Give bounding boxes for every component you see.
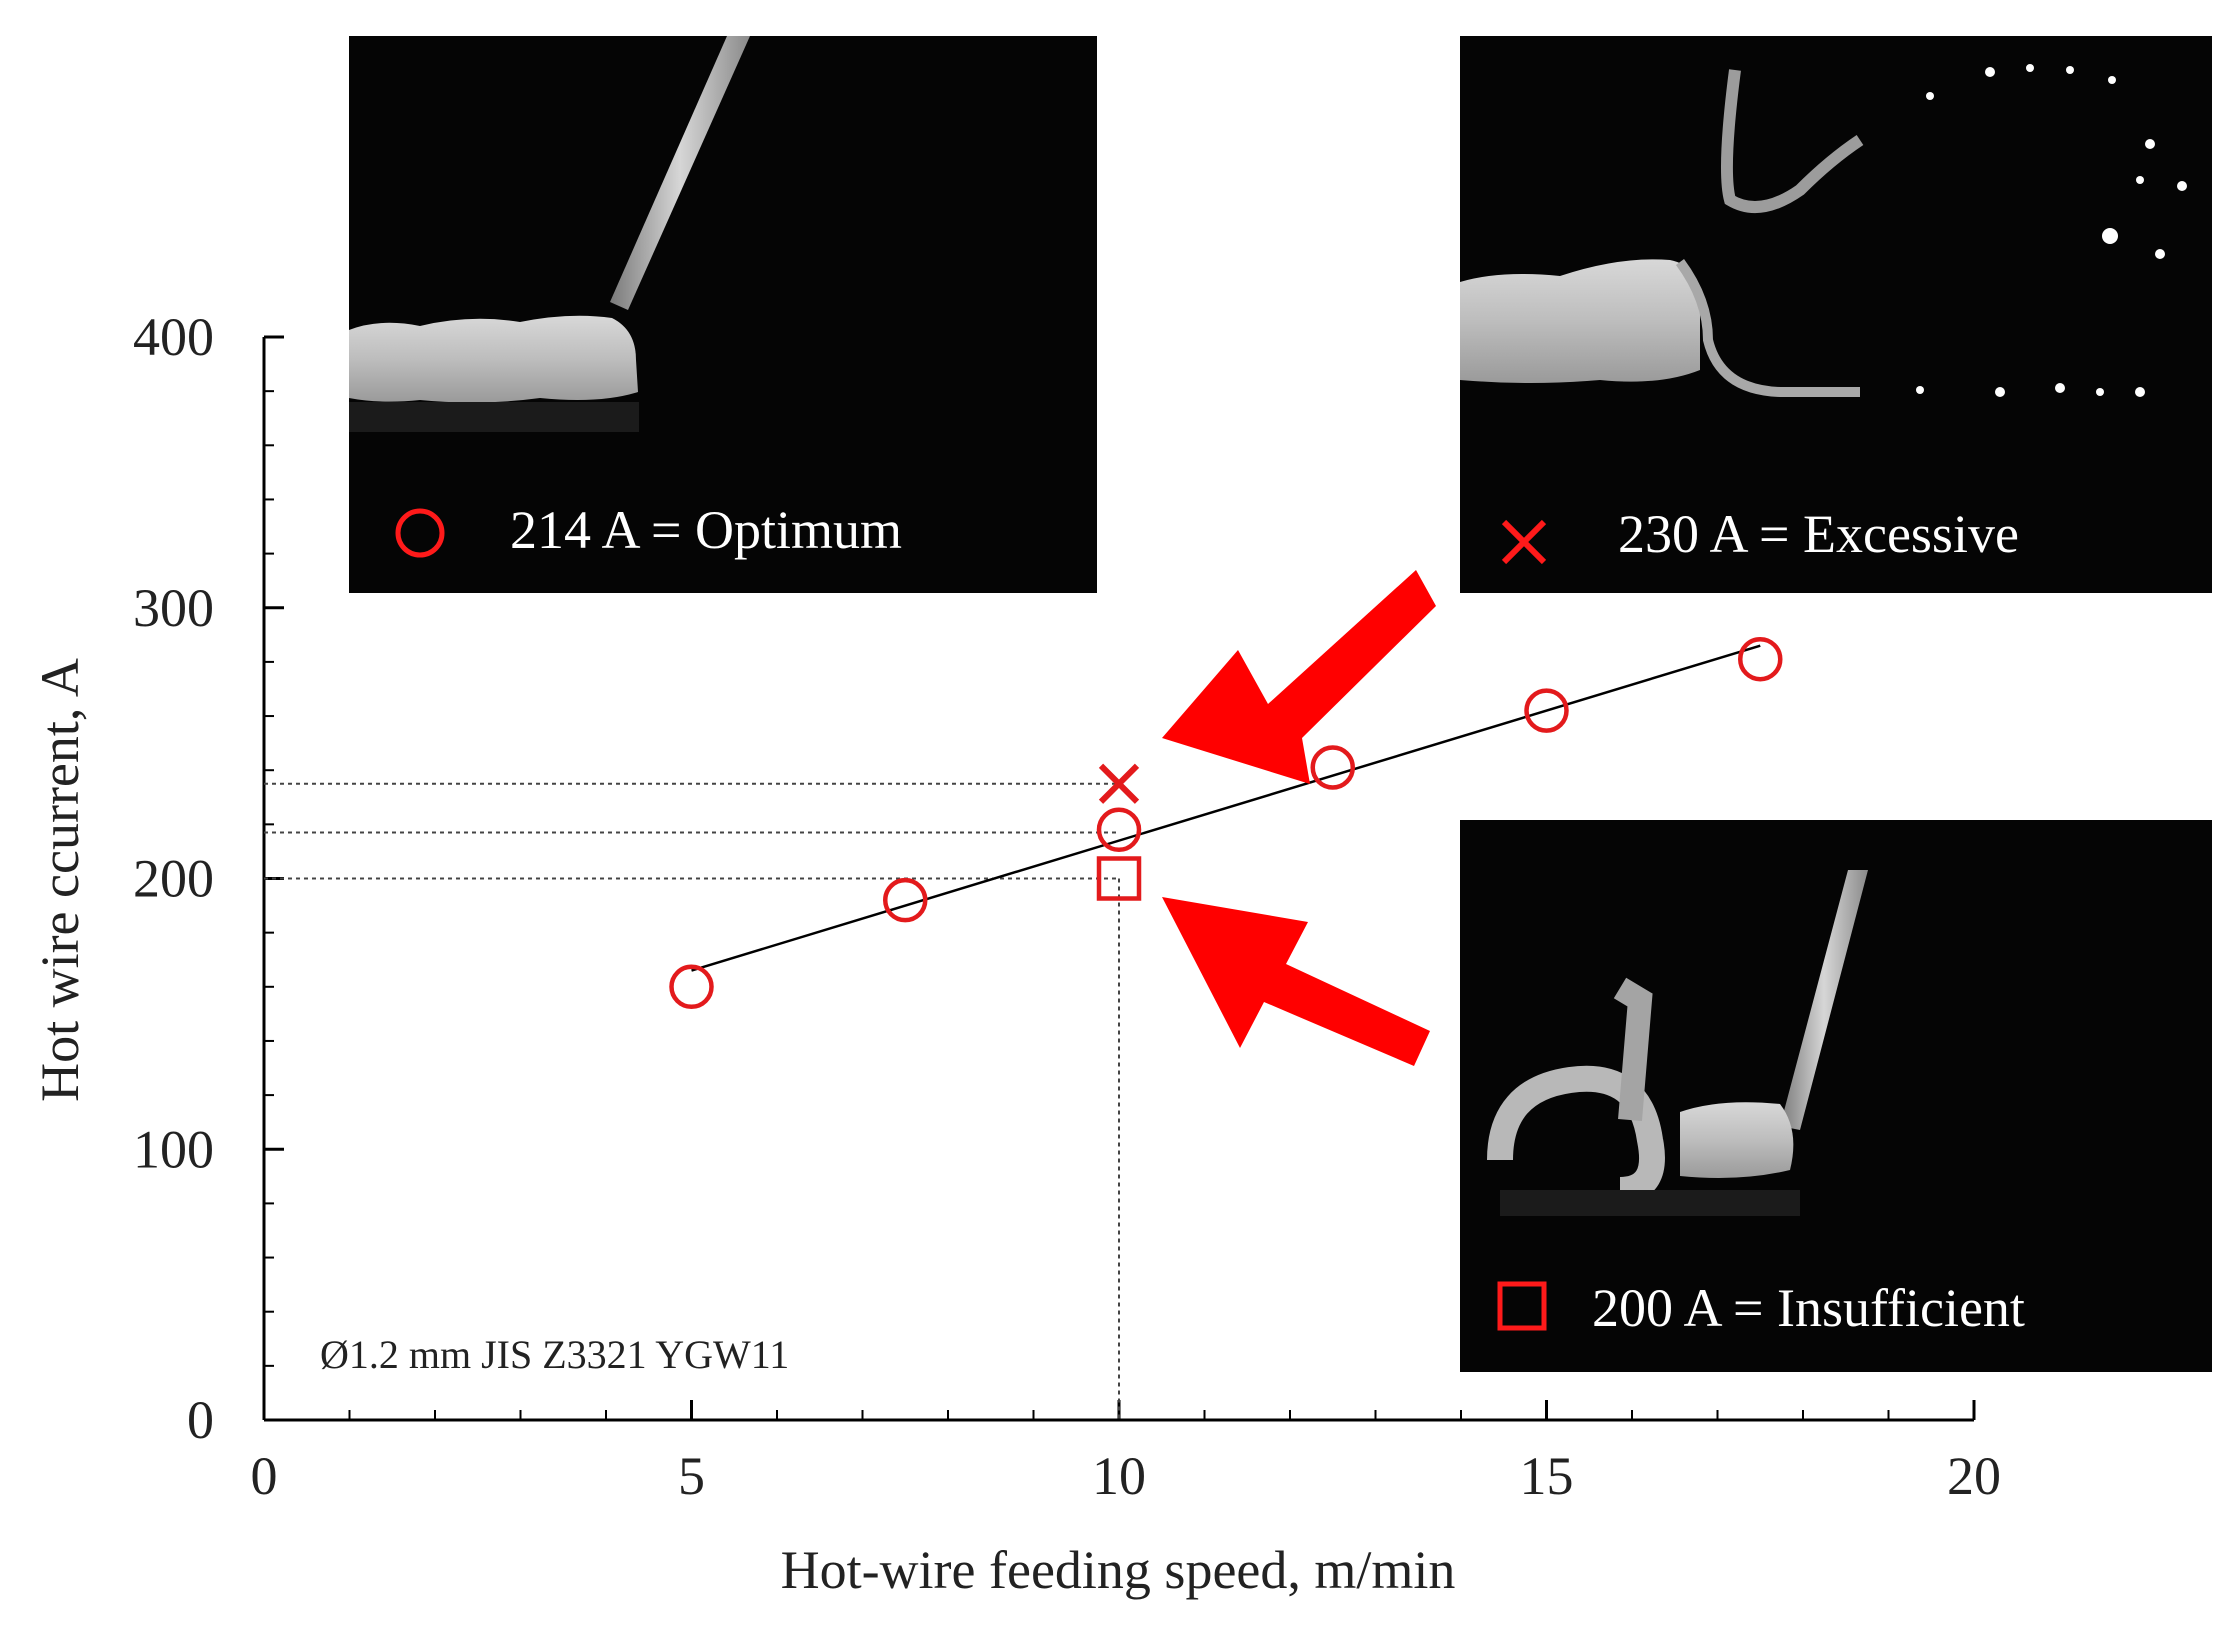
optimum-legend-circle bbox=[395, 508, 445, 558]
excessive-legend-cross bbox=[1501, 519, 1547, 565]
inset-insufficient: 200 A = Insufficient bbox=[1460, 820, 2212, 1372]
plate-shadow bbox=[349, 402, 639, 432]
weld-bead-image bbox=[1460, 259, 1700, 383]
data-point-circle bbox=[1524, 688, 1569, 733]
y-tick-label: 300 bbox=[133, 578, 214, 638]
data-point-circle bbox=[883, 877, 928, 923]
x-tick-label: 10 bbox=[1092, 1446, 1146, 1506]
insufficient-label: 200 A = Insufficient bbox=[1592, 1278, 2025, 1338]
data-point-circle bbox=[1096, 807, 1142, 853]
tangled-wire-image bbox=[1487, 1065, 1665, 1203]
y-ticks: 0 100 200 300 400 bbox=[133, 307, 284, 1450]
optimum-label: 214 A = Optimum bbox=[510, 500, 902, 560]
plate-shadow bbox=[1500, 1190, 1800, 1216]
data-point-circle bbox=[1310, 745, 1355, 790]
x-tick-label: 5 bbox=[678, 1446, 705, 1506]
y-tick-label: 0 bbox=[187, 1390, 214, 1450]
x-tick-label: 15 bbox=[1520, 1446, 1574, 1506]
inset-optimum: 214 A = Optimum bbox=[349, 36, 1097, 593]
y-tick-label: 100 bbox=[133, 1119, 214, 1179]
x-axis-title: Hot-wire feeding speed, m/min bbox=[781, 1540, 1456, 1600]
x-tick-label: 0 bbox=[251, 1446, 278, 1506]
y-tick-label: 400 bbox=[133, 307, 214, 367]
data-point-circle bbox=[669, 964, 714, 1010]
excessive-point-cross bbox=[1098, 763, 1140, 804]
arrow-to-excessive-point bbox=[1162, 570, 1436, 784]
weld-bead-image bbox=[349, 315, 638, 403]
wire-image bbox=[610, 36, 750, 310]
x-ticks: 0 5 10 15 20 bbox=[251, 1400, 2001, 1506]
wire-stub-image bbox=[1613, 977, 1653, 1121]
data-point-circle bbox=[1738, 636, 1783, 682]
wire-image bbox=[1780, 870, 1868, 1130]
bent-wire-image bbox=[1675, 259, 1860, 397]
excessive-label: 230 A = Excessive bbox=[1618, 504, 2019, 564]
y-tick-label: 200 bbox=[133, 849, 214, 909]
guide-lines bbox=[264, 782, 1120, 1420]
inset-excessive: 230 A = Excessive bbox=[1460, 36, 2212, 593]
trendline bbox=[691, 644, 1761, 972]
x-tick-label: 20 bbox=[1947, 1446, 2001, 1506]
insufficient-point-square bbox=[1096, 856, 1142, 901]
inset-photo bbox=[1460, 820, 2212, 1372]
wire-spec-annotation: Ø1.2 mm JIS Z3321 YGW11 bbox=[320, 1332, 789, 1377]
insufficient-legend-square bbox=[1497, 1281, 1547, 1331]
inset-photo bbox=[349, 36, 1097, 593]
spatter-dots bbox=[1916, 64, 2187, 397]
cross-stroke bbox=[1098, 763, 1140, 804]
pointer-arrows bbox=[1162, 570, 1436, 1066]
y-axis-title: Hot wire ccurrent, A bbox=[30, 658, 90, 1102]
data-markers bbox=[669, 636, 1783, 1010]
weld-bead-image bbox=[1680, 1102, 1794, 1178]
wire-loop-image bbox=[1720, 69, 1864, 213]
arrow-to-insufficient-point bbox=[1162, 897, 1430, 1066]
